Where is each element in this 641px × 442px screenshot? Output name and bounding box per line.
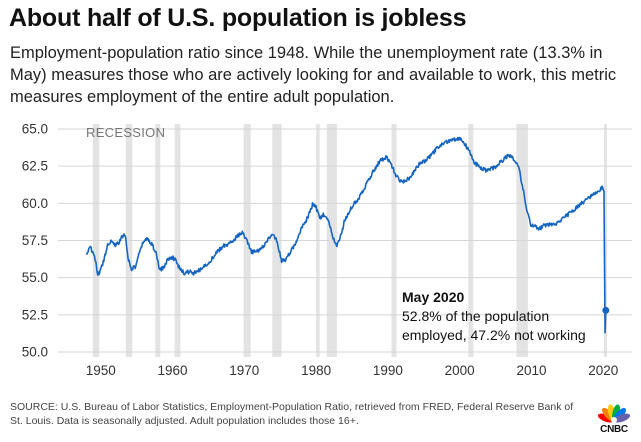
annotation-line: 52.8% of the population — [402, 308, 549, 324]
chart-title: About half of U.S. population is jobless — [9, 4, 467, 32]
x-tick-label: 2010 — [516, 363, 546, 378]
y-tick-label: 62.5 — [22, 159, 48, 174]
y-tick-label: 65.0 — [22, 122, 48, 137]
x-tick-label: 1950 — [86, 363, 116, 378]
y-tick-label: 60.0 — [22, 196, 48, 211]
y-axis-ticks: 50.0 52.5 55.0 57.5 60.0 62.5 65.0 — [22, 122, 48, 360]
x-tick-label: 2000 — [445, 363, 475, 378]
may-2020-annotation: May 2020 52.8% of the population employe… — [402, 289, 586, 343]
logo-wordmark: CNBC — [600, 424, 628, 435]
annotation-line: employed, 47.2% not working — [402, 327, 586, 343]
gridlines — [58, 128, 632, 353]
source-note: SOURCE: U.S. Bureau of Labor Statistics,… — [10, 401, 574, 427]
annotation-title: May 2020 — [402, 289, 464, 305]
y-tick-label: 50.0 — [22, 345, 48, 360]
series — [85, 136, 610, 334]
x-tick-label: 1990 — [373, 363, 403, 378]
recession-label: RECESSION — [86, 125, 165, 140]
x-tick-label: 1980 — [301, 363, 331, 378]
peacock-body — [611, 417, 617, 423]
x-tick-label: 1970 — [229, 363, 259, 378]
x-axis-ticks: 1950 1960 1970 1980 1990 2000 2010 2020 — [86, 363, 619, 378]
peacock-icon — [597, 404, 631, 423]
series-line — [85, 136, 607, 334]
highlight-point — [602, 306, 610, 314]
cnbc-logo: CNBC — [592, 396, 636, 436]
y-tick-label: 55.0 — [22, 270, 48, 285]
chart-subtitle: Employment-population ratio since 1948. … — [10, 44, 617, 106]
y-tick-label: 52.5 — [22, 307, 48, 322]
y-tick-label: 57.5 — [22, 233, 48, 248]
x-tick-label: 2020 — [588, 363, 618, 378]
peacock-feather — [613, 413, 631, 423]
x-tick-label: 1960 — [157, 363, 187, 378]
